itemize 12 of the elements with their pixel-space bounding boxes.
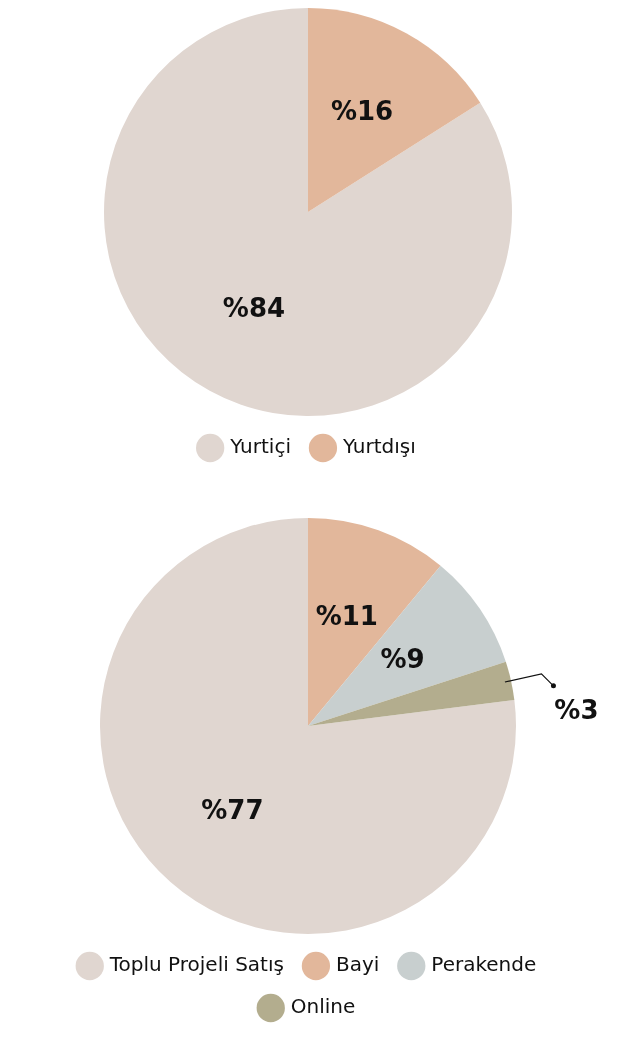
data-label: %84	[222, 293, 286, 324]
legend-label: Yurtdışı	[341, 434, 416, 459]
legend-label: Online	[290, 994, 356, 1019]
data-label: %16	[330, 96, 394, 127]
legend-label: Bayi	[335, 952, 380, 977]
legend-label: Perakende	[431, 952, 537, 977]
data-label: %9	[380, 644, 425, 675]
legend-label: Yurtiçi	[229, 434, 291, 459]
data-label: %3	[554, 694, 599, 725]
legend-label: Toplu Projeli Satış	[108, 952, 284, 977]
data-label: %11	[315, 601, 378, 632]
data-label: %77	[201, 794, 264, 825]
